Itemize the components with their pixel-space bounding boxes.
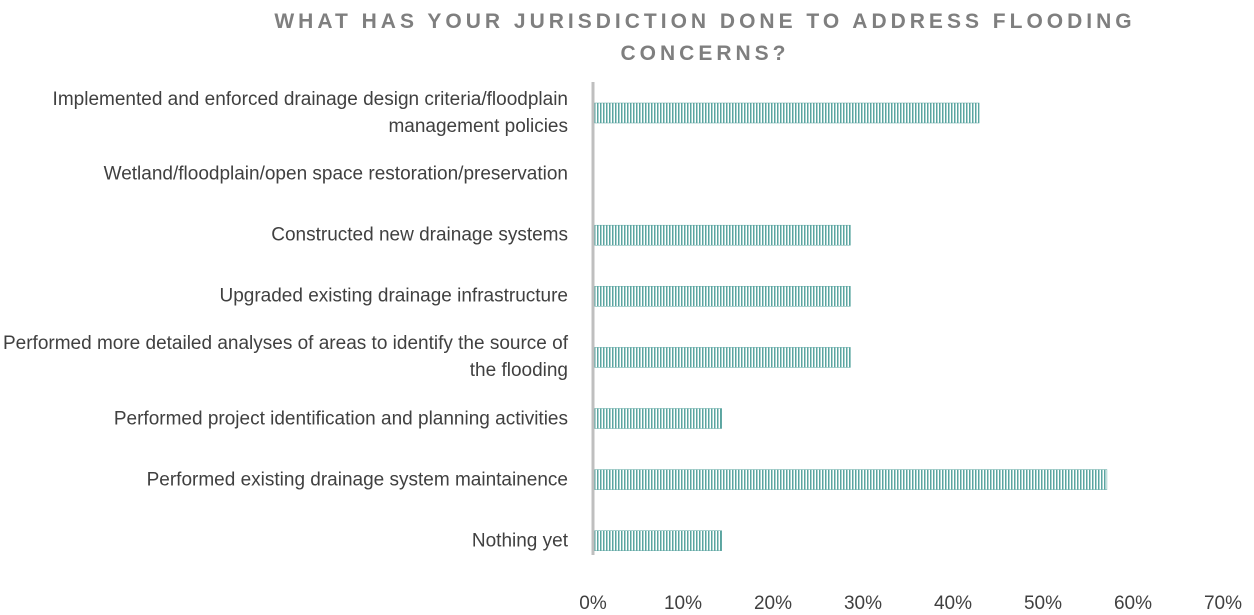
x-tick-label: 0% [579,593,607,614]
bar [592,469,1108,490]
bar [592,347,851,368]
bar [592,530,722,551]
x-tick-label: 40% [934,593,972,614]
x-tick-label: 50% [1024,593,1062,614]
y-tick-label: Performed project identification and pla… [113,408,568,429]
y-tick-label: Performed more detailed analyses of area… [2,333,568,382]
bar [592,408,722,429]
y-tick-label: Constructed new drainage systems [271,224,568,246]
y-tick-label: Implemented and enforced drainage design… [52,89,568,137]
x-tick-label: 10% [664,593,702,614]
bar [592,224,851,246]
y-tick-label: Wetland/floodplain/open space restoratio… [103,163,568,185]
x-tick-label: 60% [1114,593,1152,614]
x-tick-label: 30% [844,593,882,614]
chart-title: WHAT HAS YOUR JURISDICTION DONE TO ADDRE… [274,10,1136,65]
x-tick-label: 20% [754,593,792,614]
y-tick-label: Upgraded existing drainage infrastructur… [219,285,568,307]
bar [592,286,851,307]
x-tick-label: 70% [1204,593,1242,614]
y-tick-label: Performed existing drainage system maint… [146,469,568,491]
y-tick-label: Nothing yet [471,530,568,552]
bar [592,102,980,124]
